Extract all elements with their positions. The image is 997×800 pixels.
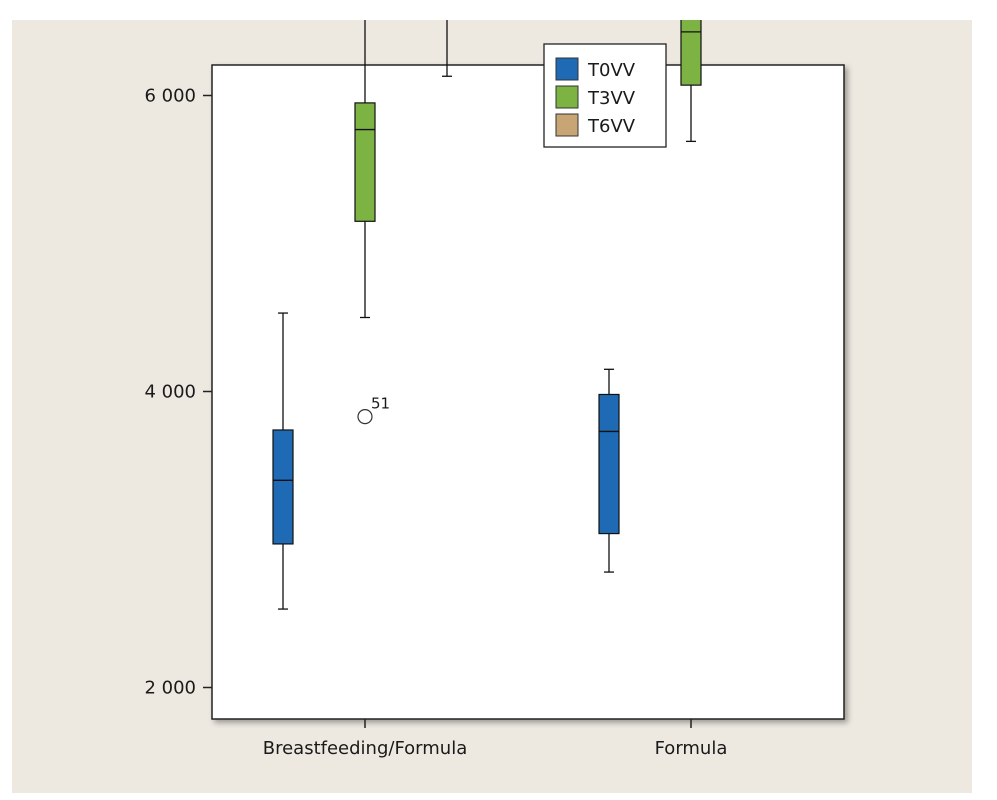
legend-label-T3VV: T3VV: [587, 88, 636, 109]
boxes-layer: 68286451: [272, 20, 702, 610]
x-category-label: Breastfeeding/Formula: [263, 738, 468, 759]
legend-label-T0VV: T0VV: [587, 60, 636, 81]
y-tick-label: 4 000: [144, 382, 196, 403]
legend-swatch-T3VV: [555, 85, 579, 109]
iqr-box: [598, 393, 620, 535]
legend-swatch-T6VV: [555, 113, 579, 137]
legend: T0VV T3VV T6VV: [543, 43, 667, 148]
iqr-box: [680, 20, 702, 86]
y-tick-label: 2 000: [144, 678, 196, 699]
box-T6VV-breastfeeding-formula: [442, 20, 452, 77]
iqr-box: [272, 429, 294, 545]
box-T0VV-breastfeeding-formula: [272, 312, 294, 610]
box-T3VV-breastfeeding-formula: [354, 20, 376, 425]
plot-area: [211, 64, 845, 720]
outlier-point: [357, 409, 373, 425]
x-category-label: Formula: [655, 738, 728, 759]
iqr-box: [354, 102, 376, 222]
y-tick-label: 6 000: [144, 86, 196, 107]
legend-swatch-T0VV: [555, 57, 579, 81]
outlier-label: 51: [371, 395, 390, 413]
box-T0VV-formula: [598, 368, 620, 573]
legend-label-T6VV: T6VV: [587, 116, 636, 137]
box-T3VV-formula: [680, 20, 702, 143]
